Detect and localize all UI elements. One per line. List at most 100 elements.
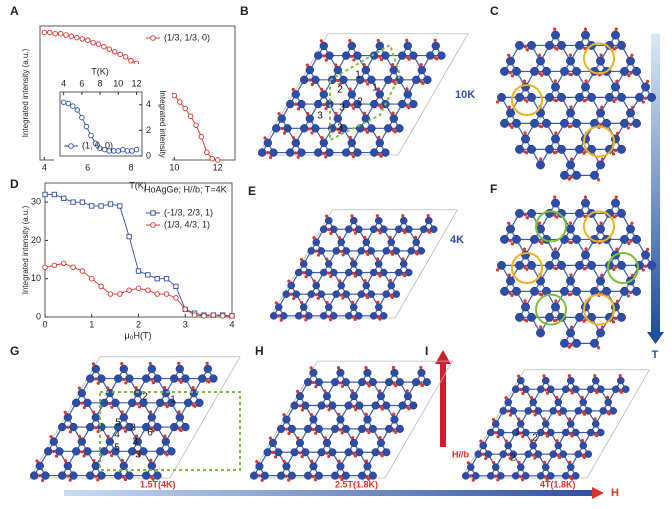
- spin: [296, 436, 300, 440]
- data-point: [95, 41, 102, 47]
- data-point: [63, 32, 69, 38]
- lattice-site: [250, 471, 259, 480]
- lattice-site: [314, 471, 323, 480]
- spin: [419, 365, 423, 370]
- lattice-site: [512, 66, 521, 76]
- lattice-site: [342, 51, 351, 60]
- spin: [163, 434, 167, 438]
- spin: [338, 381, 342, 385]
- lattice-site: [462, 472, 470, 480]
- lattice-site: [587, 428, 595, 437]
- lattice-site: [345, 312, 353, 320]
- lattice-site: [572, 428, 580, 437]
- panel-letter: A: [10, 4, 19, 18]
- lattice-site: [337, 281, 345, 290]
- spin: [334, 63, 338, 67]
- spin: [362, 111, 367, 115]
- lattice-site: [596, 276, 605, 286]
- lattice-site: [358, 424, 367, 433]
- lattice-site: [597, 385, 605, 393]
- x-tick-label: 10: [169, 162, 179, 172]
- site-label: 3: [132, 437, 138, 448]
- lattice-site: [170, 374, 179, 383]
- lattice-site: [91, 461, 100, 471]
- lattice-site: [431, 41, 440, 51]
- spin: [539, 157, 543, 161]
- lattice-site: [395, 424, 404, 433]
- lattice-site: [529, 398, 537, 406]
- lattice-site: [349, 392, 358, 401]
- spin: [336, 78, 340, 83]
- lattice-site: [314, 378, 323, 387]
- spin: [291, 136, 296, 140]
- lattice-site: [522, 385, 530, 393]
- spin: [304, 275, 308, 279]
- spin: [314, 293, 318, 297]
- lattice-site: [114, 422, 123, 432]
- spin: [325, 404, 329, 408]
- lattice-site: [551, 134, 560, 144]
- lattice-site: [111, 398, 120, 408]
- lattice-site: [367, 75, 376, 85]
- lattice-site: [545, 92, 554, 102]
- lattice-site: [530, 234, 539, 244]
- lattice-site: [382, 290, 390, 298]
- lattice-site: [617, 312, 626, 322]
- spin: [376, 38, 380, 43]
- spin: [316, 253, 321, 257]
- spin: [525, 48, 529, 52]
- spin: [120, 410, 124, 414]
- lattice-site: [297, 99, 306, 109]
- lattice-site: [370, 51, 379, 60]
- spin: [553, 195, 557, 199]
- plot-frame: [59, 91, 143, 157]
- lattice-site: [506, 276, 515, 286]
- lattice-site: [395, 225, 403, 233]
- legend-label: (1, 0, 0): [82, 140, 113, 150]
- lattice-site: [487, 472, 495, 480]
- lattice-site: [557, 260, 566, 270]
- spin: [584, 98, 588, 102]
- spin: [507, 221, 511, 225]
- lattice-site: [209, 374, 218, 383]
- spin: [646, 247, 650, 251]
- loop-current: [535, 293, 567, 326]
- spin: [523, 45, 527, 49]
- lattice-site: [389, 65, 398, 75]
- spin: [543, 475, 548, 479]
- x-tick-label: 12: [132, 78, 142, 88]
- lattice-site: [382, 247, 390, 255]
- lattice-site: [312, 238, 320, 246]
- spin: [207, 380, 211, 384]
- legend-marker: [150, 35, 156, 41]
- site-label: 3: [317, 111, 323, 122]
- lattice-site: [537, 472, 545, 480]
- lattice-site: [133, 388, 142, 398]
- lattice-site: [358, 471, 367, 480]
- lattice-site: [133, 437, 142, 446]
- data-point: [79, 268, 86, 274]
- spin: [365, 381, 369, 385]
- spin: [268, 436, 272, 440]
- lattice-site: [345, 268, 353, 277]
- loop-current: [583, 210, 615, 243]
- spin: [352, 58, 356, 62]
- spin: [521, 434, 525, 439]
- lattice-site: [260, 471, 269, 480]
- lattice-site: [195, 398, 204, 408]
- spin: [595, 434, 599, 438]
- lattice-site: [566, 328, 575, 338]
- field-direction-arrow: [440, 362, 446, 447]
- lattice-site: [500, 118, 509, 128]
- data-point: [92, 140, 99, 146]
- lattice-site: [100, 398, 109, 408]
- y-tick-label: 20: [31, 235, 41, 245]
- lattice-site: [617, 92, 626, 102]
- spin: [284, 474, 289, 478]
- spin: [300, 408, 304, 412]
- spin: [295, 389, 300, 393]
- spin: [510, 125, 514, 129]
- lattice-site: [547, 472, 555, 480]
- data-point: [70, 264, 76, 270]
- data-point: [89, 203, 95, 209]
